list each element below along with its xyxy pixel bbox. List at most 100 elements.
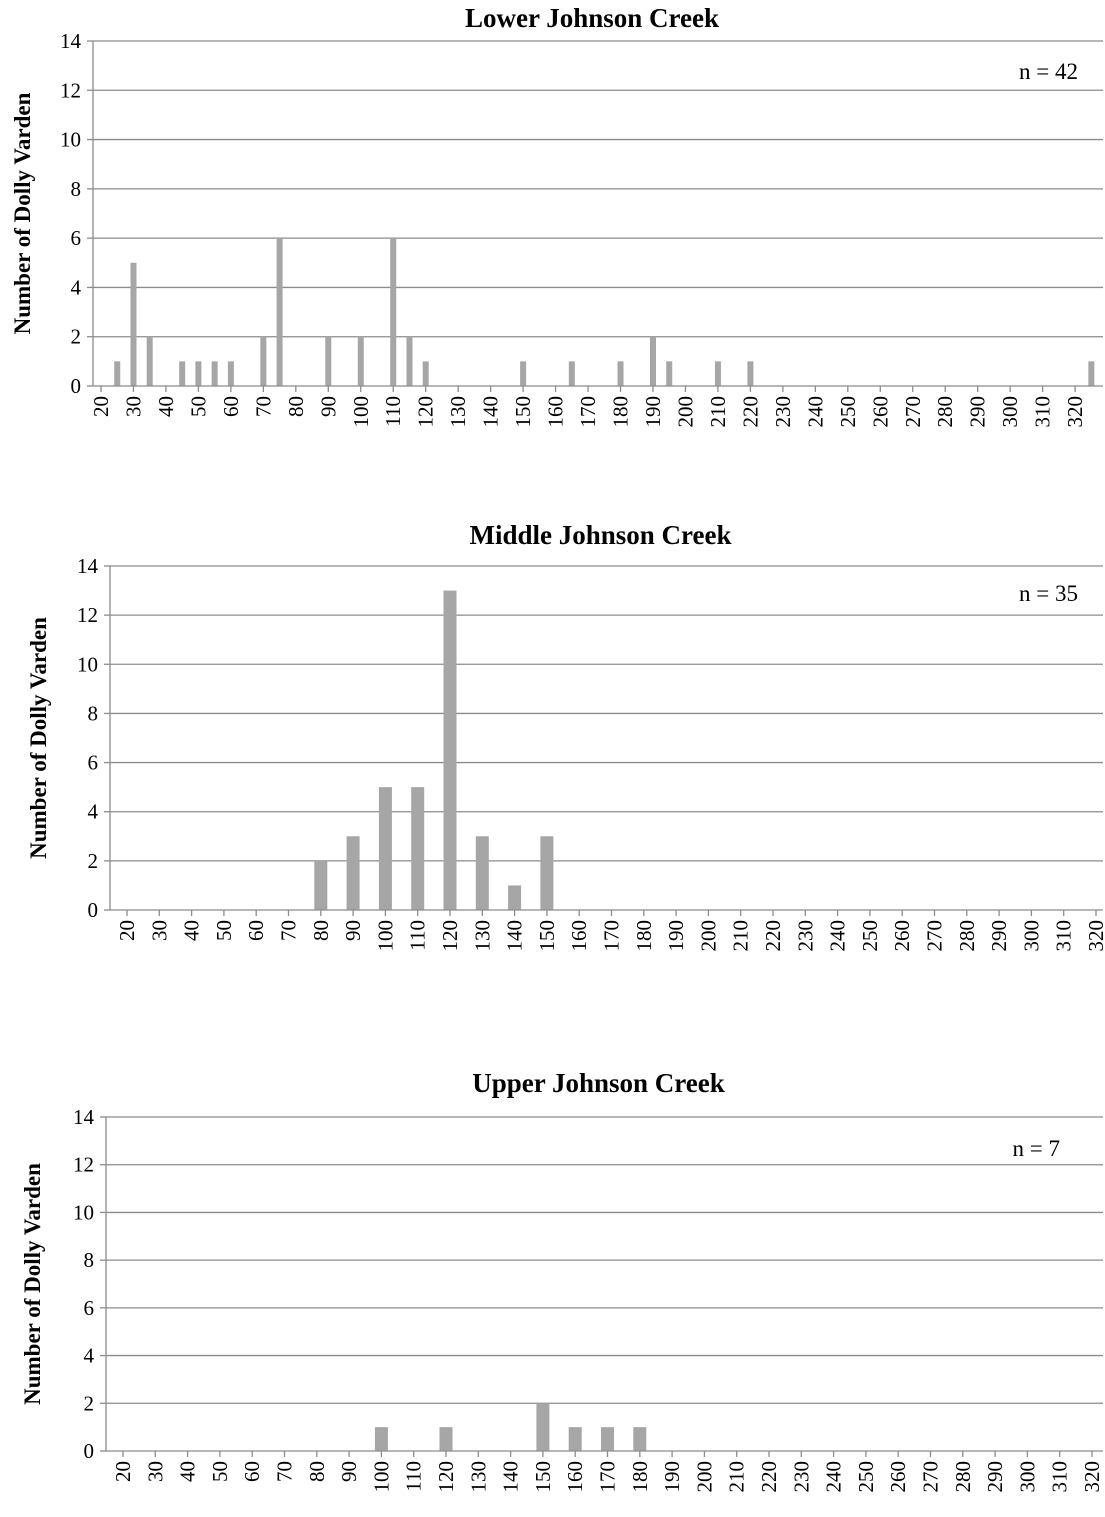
- x-tick-label: 230: [793, 920, 817, 952]
- x-tick-label: 210: [706, 396, 730, 428]
- x-tick-label: 100: [373, 920, 397, 952]
- x-tick-label: 20: [111, 1461, 135, 1482]
- chart-panel-1: 0 2 4 6 8 10 12 14 20 30 40 50 60 70 80 90 100 110 120 130 1…: [10, 3, 1103, 428]
- x-tick-label: 80: [309, 920, 333, 941]
- y-tick-label: 2: [71, 325, 82, 349]
- x-tick-label: 130: [466, 1461, 490, 1493]
- x-tick-label: 250: [858, 920, 882, 952]
- bar-195: [666, 361, 673, 386]
- x-tick-label: 90: [316, 396, 340, 417]
- sample-size-annotation: n = 7: [1013, 1136, 1060, 1161]
- y-tick-label: 2: [88, 849, 99, 873]
- bar-165: [568, 361, 575, 386]
- y-tick-label: 8: [84, 1248, 95, 1272]
- x-tick-label: 190: [641, 396, 665, 428]
- bar-110: [390, 238, 397, 386]
- bar-100: [357, 336, 364, 386]
- x-tick-label: 260: [890, 920, 914, 952]
- x-tick-label: 90: [341, 920, 365, 941]
- y-axis-label: Number of Dolly Varden: [10, 92, 35, 334]
- x-tick-label: 180: [609, 396, 633, 428]
- sample-size-annotation: n = 42: [1019, 59, 1078, 84]
- x-tick-label: 110: [402, 1461, 426, 1492]
- x-tick-label: 250: [854, 1461, 878, 1493]
- x-tick-label: 280: [951, 1461, 975, 1493]
- bar-100: [374, 1427, 388, 1451]
- x-tick-label: 300: [998, 396, 1022, 428]
- x-tick-label: 60: [244, 920, 268, 941]
- x-tick-label: 310: [1031, 396, 1055, 428]
- x-tick-label: 40: [154, 396, 178, 417]
- bar-120: [443, 590, 457, 910]
- y-tick-label: 2: [84, 1391, 95, 1415]
- x-tick-label: 290: [987, 920, 1011, 952]
- x-tick-label: 170: [596, 1461, 620, 1493]
- x-tick-label: 160: [567, 920, 591, 952]
- x-tick-label: 100: [349, 396, 373, 428]
- x-tick-label: 40: [180, 920, 204, 941]
- x-tick-label: 180: [632, 920, 656, 952]
- y-tick-label: 14: [73, 1105, 95, 1129]
- bar-90: [346, 836, 360, 910]
- x-tick-label: 220: [757, 1461, 781, 1493]
- x-tick-label: 120: [434, 1461, 458, 1493]
- x-tick-label: 50: [186, 396, 210, 417]
- y-axis-label: Number of Dolly Varden: [26, 617, 51, 859]
- bar-325: [1088, 361, 1095, 386]
- y-tick-label: 12: [73, 1153, 94, 1177]
- x-tick-label: 240: [822, 1461, 846, 1493]
- y-tick-label: 6: [71, 226, 82, 250]
- x-tick-label: 240: [803, 396, 827, 428]
- x-tick-label: 320: [1063, 396, 1087, 428]
- x-tick-label: 160: [544, 396, 568, 428]
- x-tick-label: 190: [660, 1461, 684, 1493]
- bar-180: [617, 361, 624, 386]
- bar-90: [325, 336, 332, 386]
- chart-title: Middle Johnson Creek: [469, 520, 731, 550]
- bar-150: [520, 361, 527, 386]
- y-tick-label: 0: [71, 374, 82, 398]
- x-tick-label: 200: [673, 396, 697, 428]
- x-tick-label: 210: [729, 920, 753, 952]
- x-tick-label: 240: [826, 920, 850, 952]
- x-tick-label: 160: [563, 1461, 587, 1493]
- x-tick-label: 70: [273, 1461, 297, 1482]
- y-tick-label: 14: [60, 29, 82, 53]
- x-tick-label: 70: [277, 920, 301, 941]
- bar-130: [475, 836, 489, 910]
- x-tick-label: 300: [1015, 1461, 1039, 1493]
- x-tick-label: 100: [369, 1461, 393, 1493]
- x-tick-label: 30: [121, 396, 145, 417]
- x-tick-label: 270: [919, 1461, 943, 1493]
- y-tick-label: 0: [84, 1439, 95, 1463]
- x-tick-label: 40: [176, 1461, 200, 1482]
- x-tick-label: 110: [381, 396, 405, 427]
- bar-210: [714, 361, 721, 386]
- x-tick-label: 140: [503, 920, 527, 952]
- bar-160: [568, 1427, 582, 1451]
- bar-25: [114, 361, 121, 386]
- x-tick-label: 120: [438, 920, 462, 952]
- x-tick-label: 50: [212, 920, 236, 941]
- x-tick-label: 110: [406, 920, 430, 951]
- y-tick-label: 10: [77, 652, 98, 676]
- bar-110: [411, 787, 425, 910]
- x-tick-label: 30: [147, 920, 171, 941]
- x-tick-label: 140: [479, 396, 503, 428]
- y-tick-label: 4: [88, 800, 99, 824]
- chart-panel-2: 0 2 4 6 8 10 12 14 20 30 40 50 60 70 80 90 100 110 120 130 1…: [26, 520, 1105, 952]
- x-tick-label: 230: [789, 1461, 813, 1493]
- bar-150: [540, 836, 554, 910]
- bar-35: [146, 336, 153, 386]
- x-tick-label: 260: [886, 1461, 910, 1493]
- bar-50: [195, 361, 202, 386]
- x-tick-label: 220: [738, 396, 762, 428]
- x-tick-label: 70: [251, 396, 275, 417]
- bar-220: [747, 361, 754, 386]
- x-tick-label: 130: [470, 920, 494, 952]
- x-tick-label: 290: [966, 396, 990, 428]
- bar-100: [378, 787, 392, 910]
- x-tick-label: 290: [983, 1461, 1007, 1493]
